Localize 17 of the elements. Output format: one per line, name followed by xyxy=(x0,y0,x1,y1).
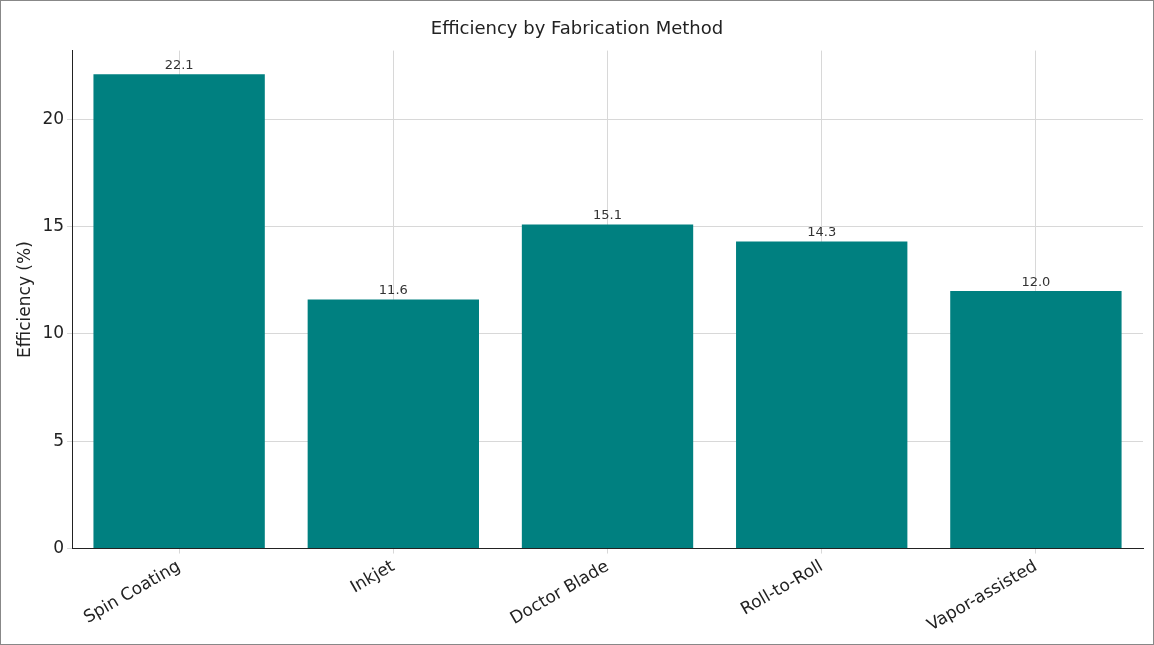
data-label: 22.1 xyxy=(164,57,194,73)
bar xyxy=(736,241,908,549)
chart-title: Efficiency by Fabrication Method xyxy=(430,17,724,39)
y-axis-title: Efficiency (%) xyxy=(13,241,34,358)
data-label: 15.1 xyxy=(593,207,622,223)
data-label: 14.3 xyxy=(807,224,837,240)
y-tick-label: 0 xyxy=(53,536,65,557)
y-tick-label: 15 xyxy=(42,215,65,236)
y-tick-label: 5 xyxy=(53,429,65,450)
data-label: 12.0 xyxy=(1021,273,1051,289)
bar xyxy=(93,74,265,549)
bar xyxy=(307,299,479,549)
bar xyxy=(950,290,1122,549)
data-label: 11.6 xyxy=(378,282,408,298)
y-tick-label: 20 xyxy=(42,107,65,128)
y-tick-label: 10 xyxy=(42,322,65,343)
bar xyxy=(521,224,694,549)
